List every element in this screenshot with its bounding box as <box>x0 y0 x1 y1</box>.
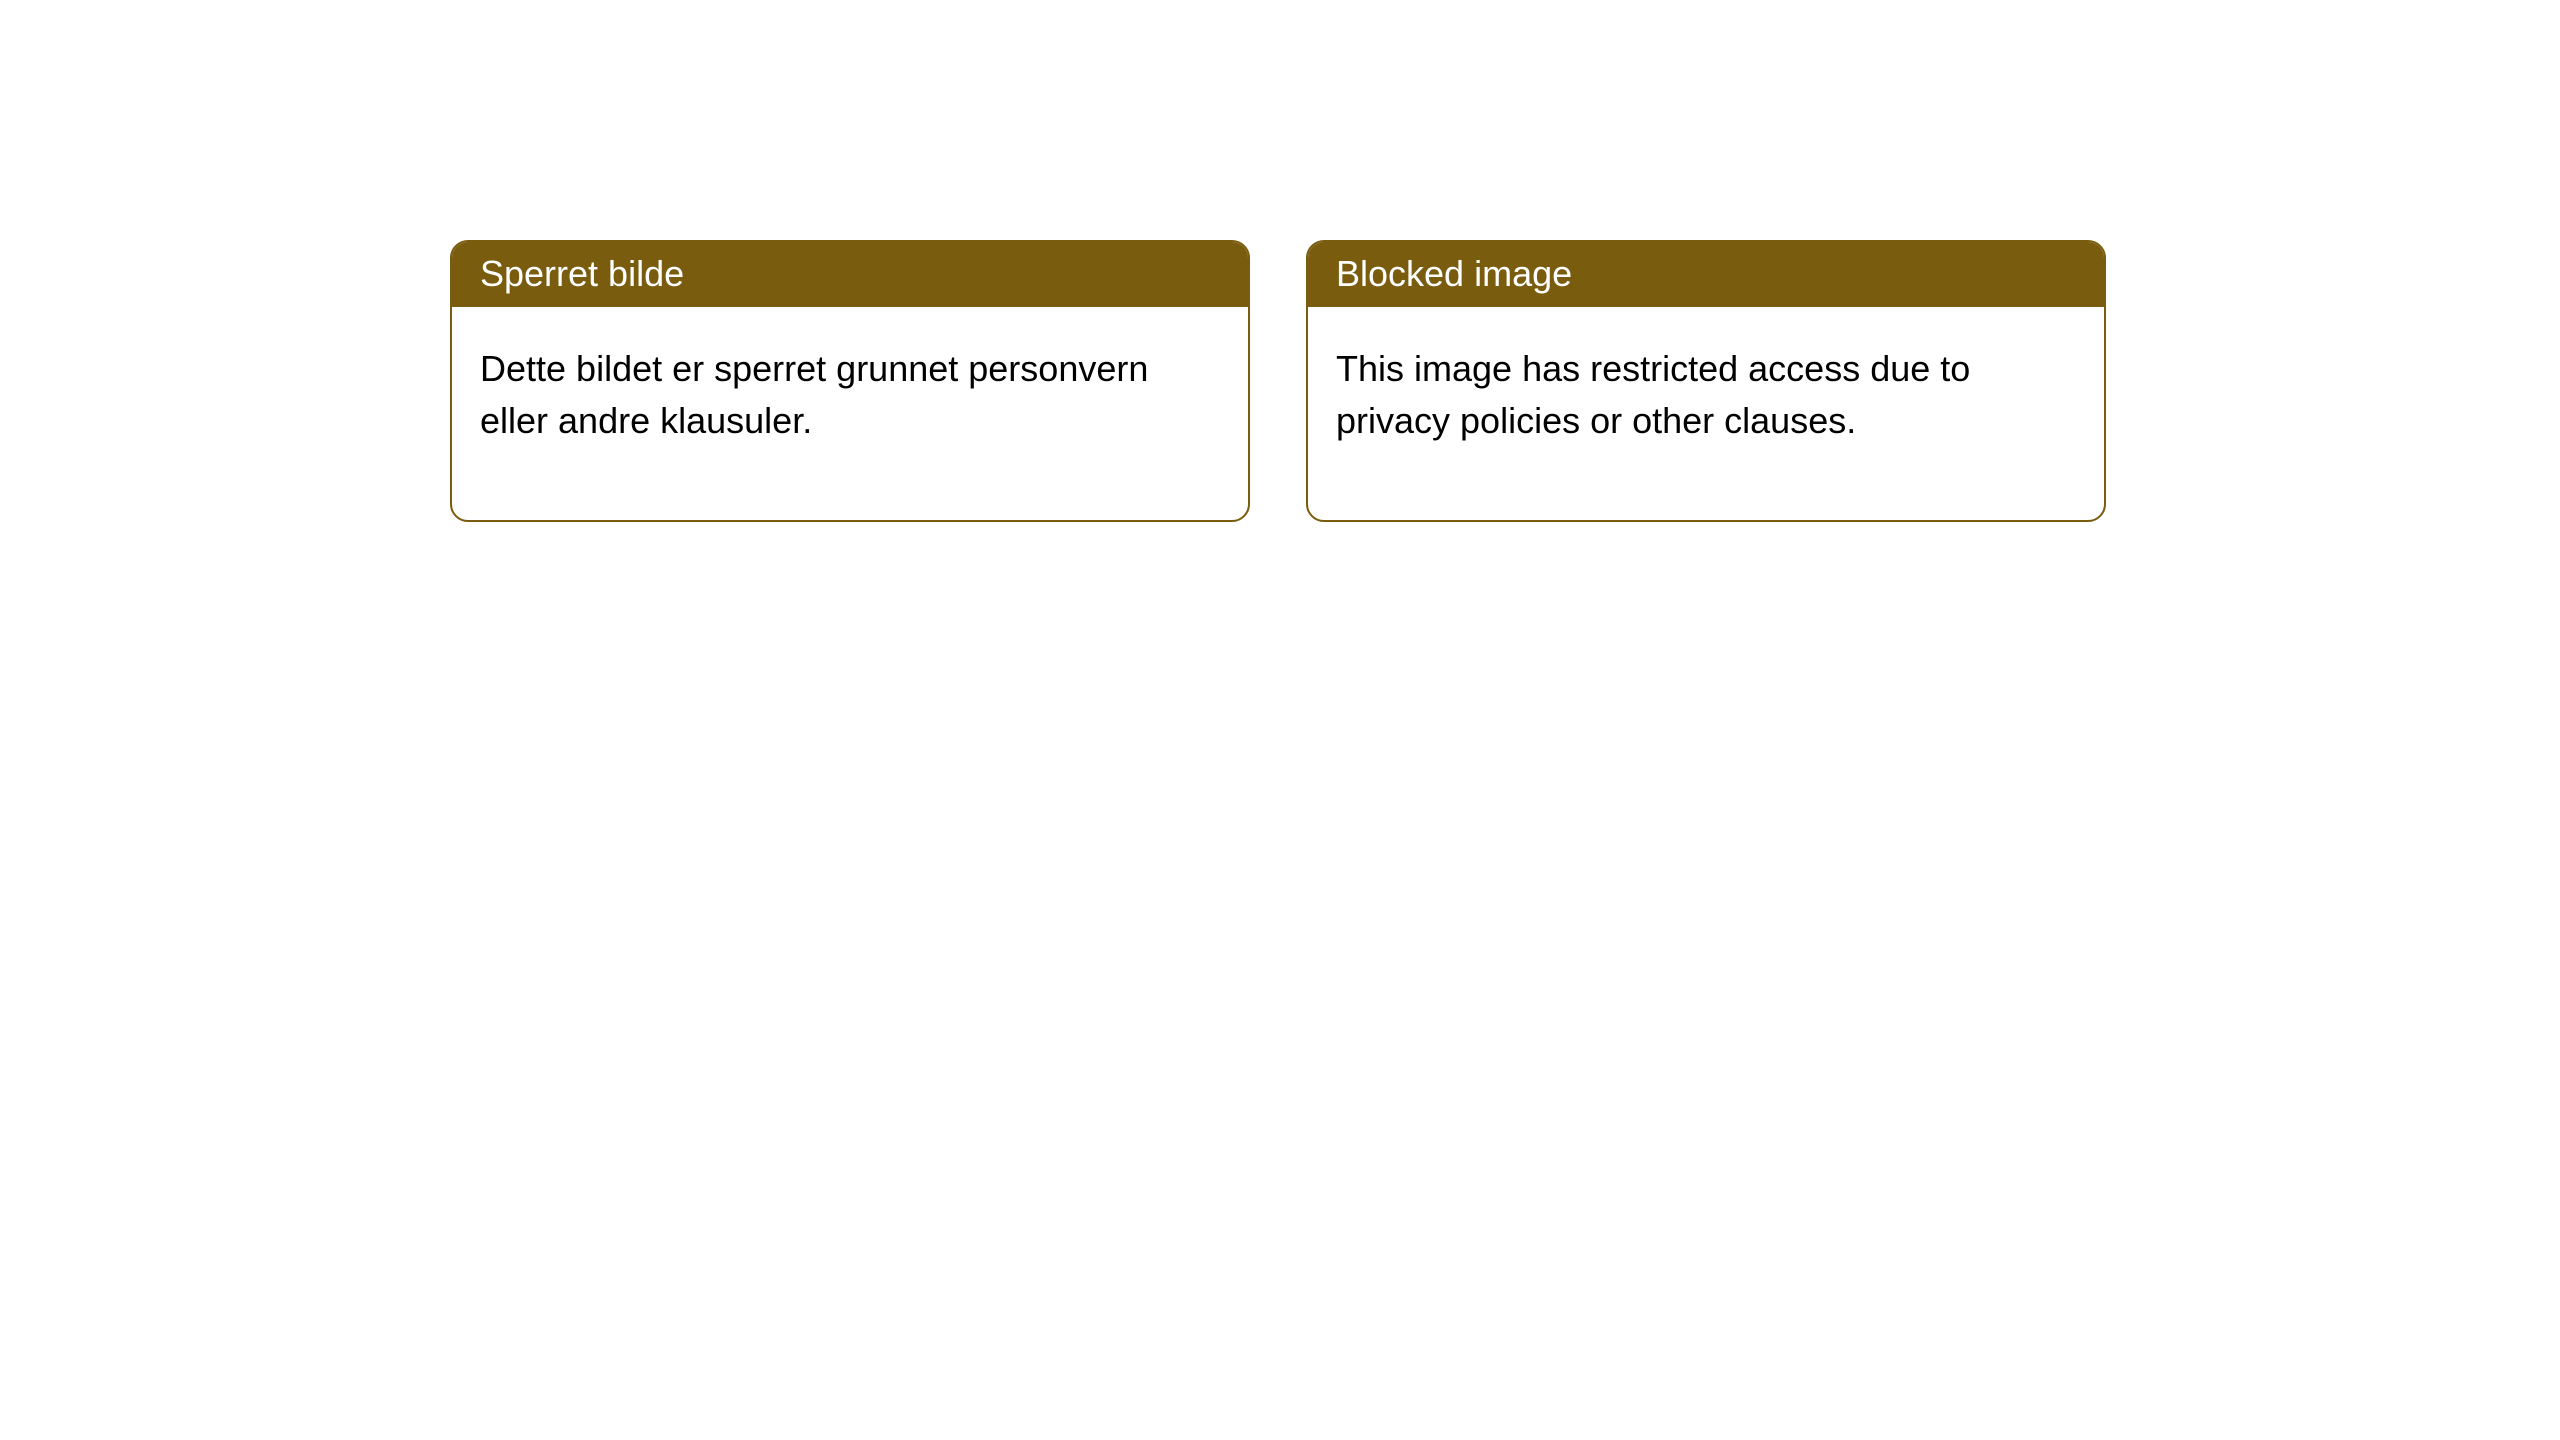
blocked-image-card-en: Blocked image This image has restricted … <box>1306 240 2106 522</box>
blocked-image-card-no: Sperret bilde Dette bildet er sperret gr… <box>450 240 1250 522</box>
card-body-en: This image has restricted access due to … <box>1308 307 2104 519</box>
blocked-image-cards: Sperret bilde Dette bildet er sperret gr… <box>0 0 2560 522</box>
card-title-en: Blocked image <box>1308 242 2104 307</box>
card-title-no: Sperret bilde <box>452 242 1248 307</box>
card-body-no: Dette bildet er sperret grunnet personve… <box>452 307 1248 519</box>
